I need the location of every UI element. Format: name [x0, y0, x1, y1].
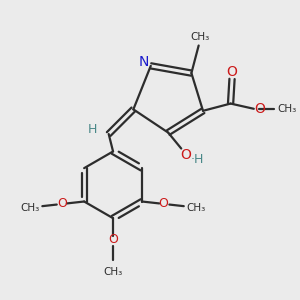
Text: O: O	[226, 64, 238, 79]
Text: O: O	[180, 148, 191, 162]
Text: H: H	[88, 123, 98, 136]
Text: O: O	[159, 197, 169, 210]
Text: CH₃: CH₃	[186, 202, 206, 212]
Text: ·H: ·H	[190, 153, 204, 166]
Text: CH₃: CH₃	[103, 268, 123, 278]
Text: O: O	[108, 233, 118, 247]
Text: O: O	[255, 102, 266, 116]
Text: CH₃: CH₃	[278, 104, 297, 114]
Text: N: N	[138, 56, 149, 69]
Text: O: O	[58, 197, 68, 210]
Text: CH₃: CH₃	[190, 32, 210, 42]
Text: CH₃: CH₃	[21, 202, 40, 212]
